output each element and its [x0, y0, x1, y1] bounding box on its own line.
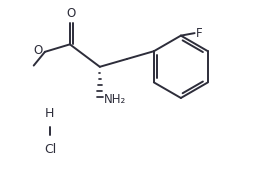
Text: H: H: [45, 107, 54, 120]
Text: F: F: [196, 27, 203, 40]
Text: O: O: [33, 44, 42, 57]
Text: O: O: [67, 7, 76, 20]
Text: Cl: Cl: [44, 143, 56, 156]
Text: NH₂: NH₂: [104, 93, 126, 106]
